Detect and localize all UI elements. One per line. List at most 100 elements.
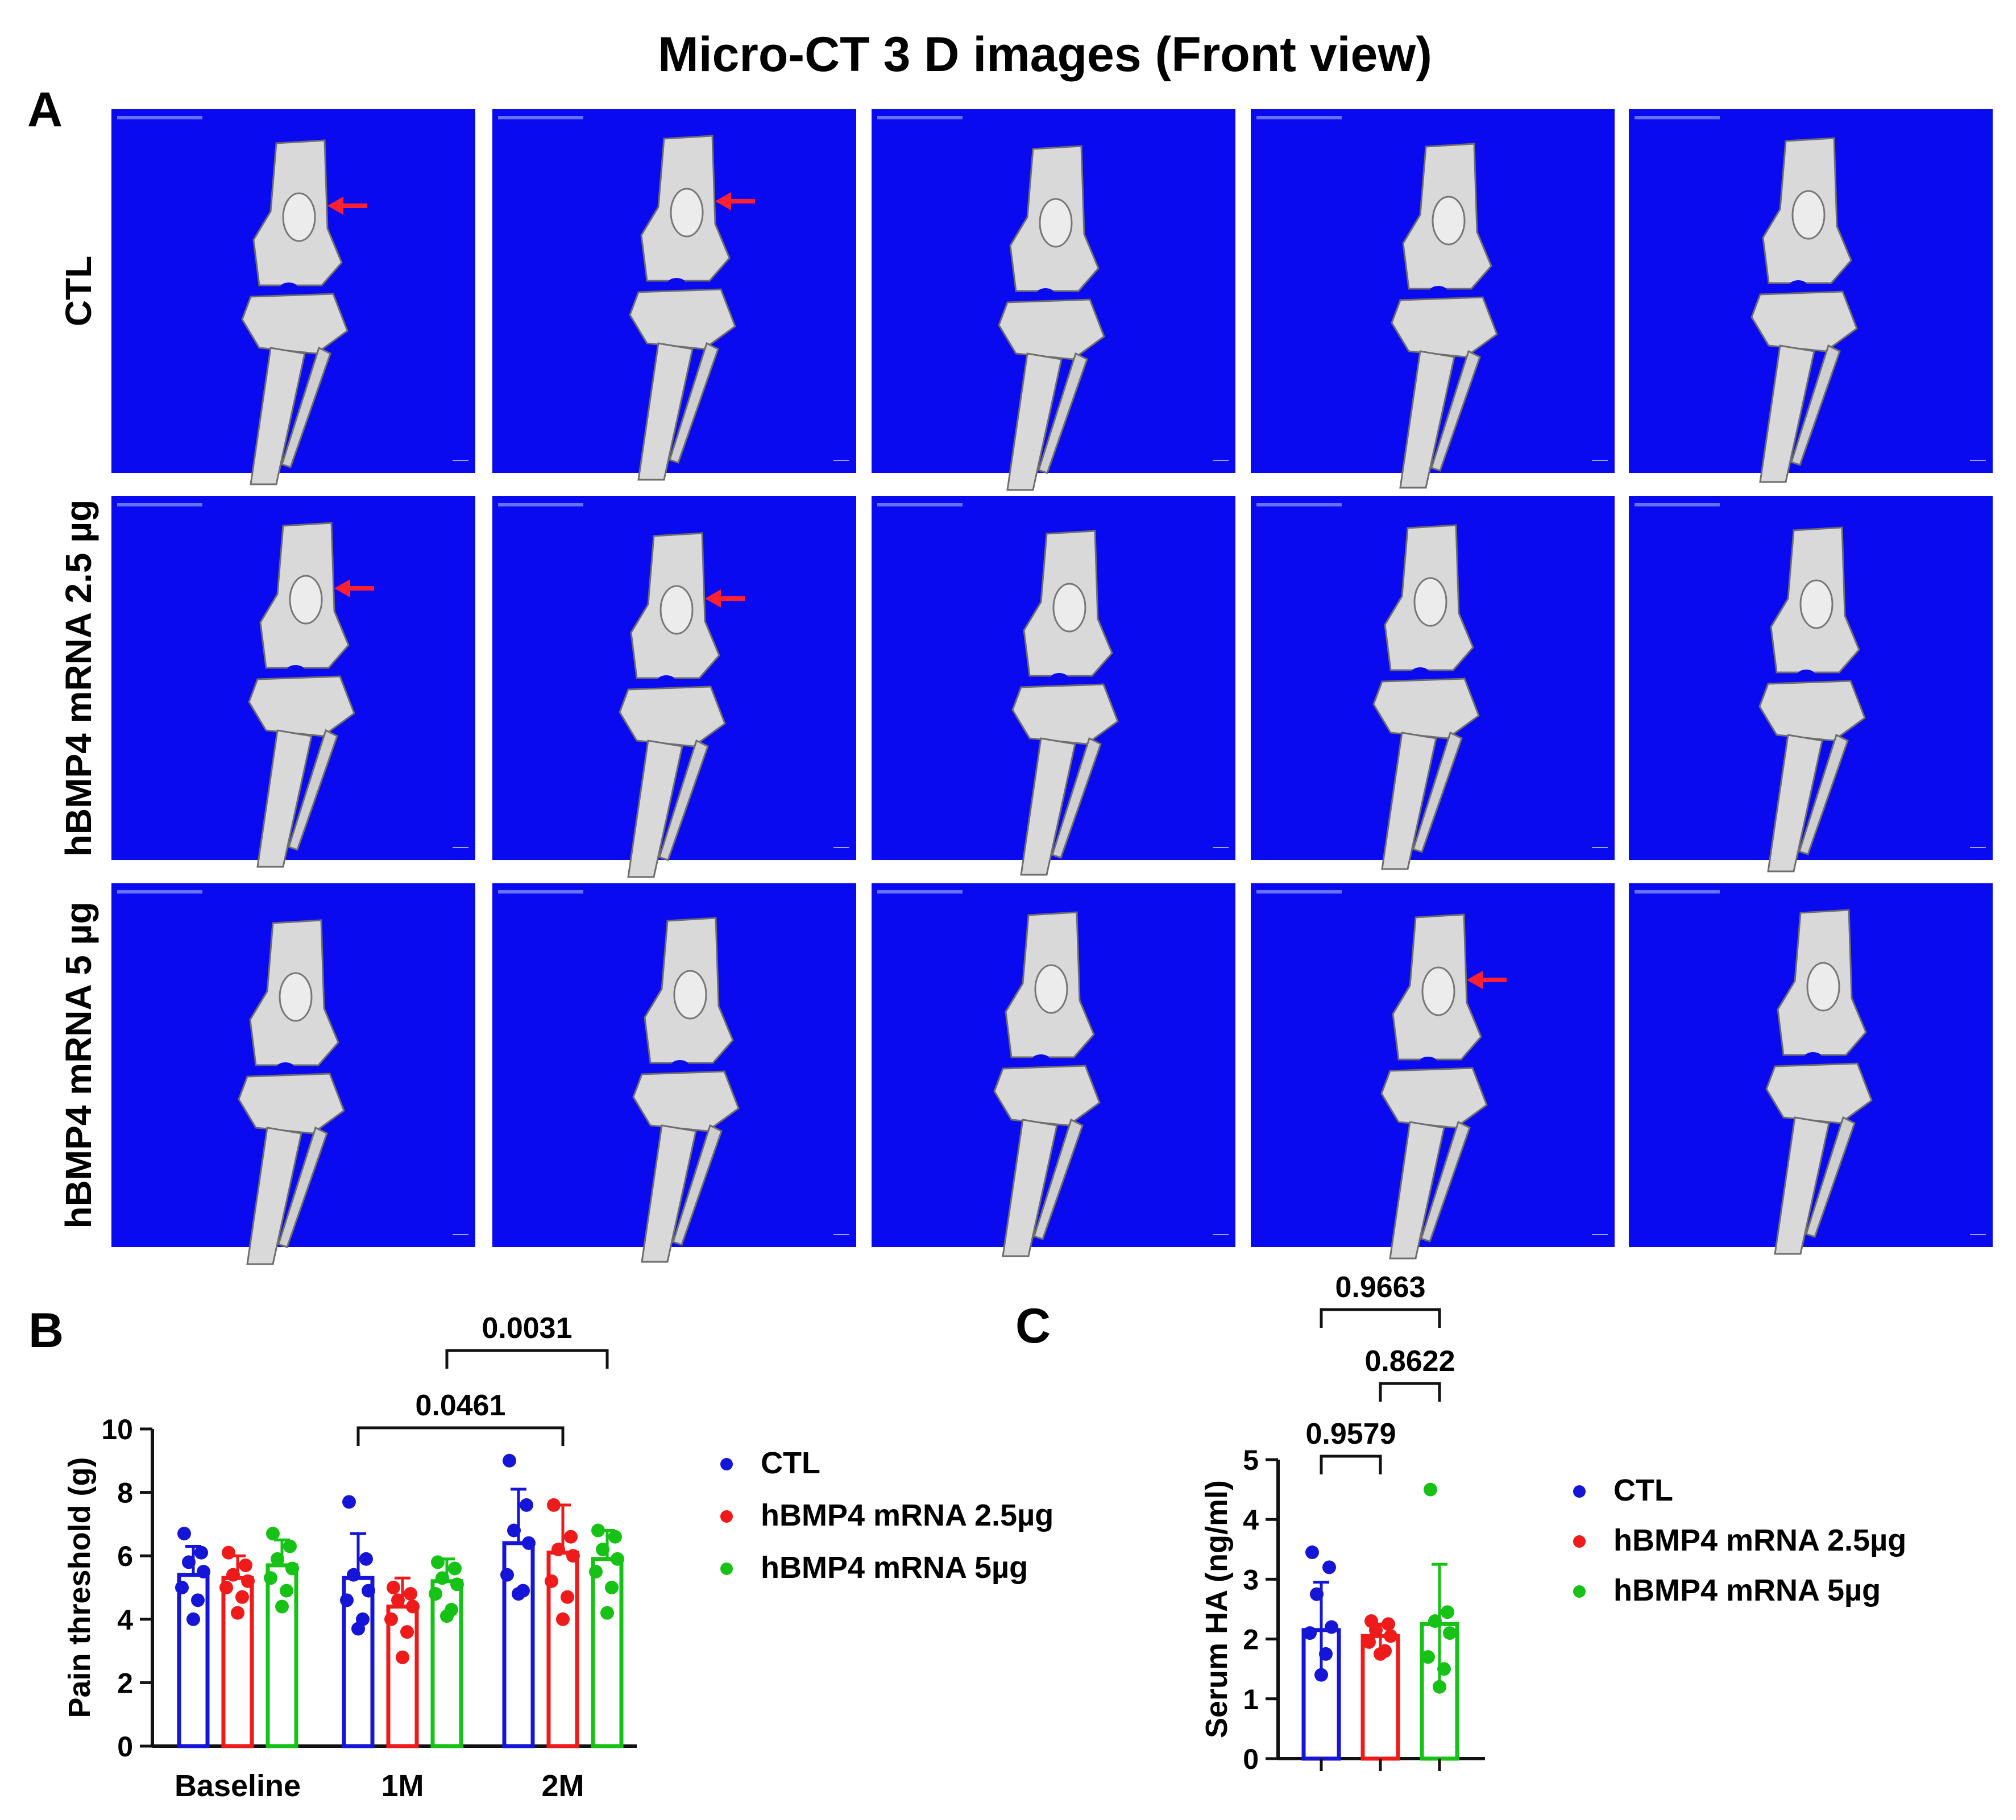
legend-label: CTL xyxy=(761,1446,820,1480)
tibia-shaft xyxy=(256,729,313,868)
data-point xyxy=(1424,1482,1437,1497)
knee-bone xyxy=(619,532,726,878)
data-point xyxy=(1314,1668,1328,1682)
data-point xyxy=(235,1590,249,1604)
data-point xyxy=(1437,1662,1451,1676)
p-value-label: 0.8622 xyxy=(1364,1345,1455,1378)
knee-bone xyxy=(1372,524,1480,870)
joint-space xyxy=(1419,1057,1437,1068)
data-point xyxy=(241,1574,255,1588)
arrow-head xyxy=(715,192,731,210)
fibula xyxy=(658,739,709,861)
data-point xyxy=(404,1587,417,1601)
y-tick-label: 5 xyxy=(1243,1444,1259,1476)
patella xyxy=(279,972,313,1022)
joint-space xyxy=(1050,673,1068,684)
red-arrow-marker xyxy=(705,589,745,608)
legend-marker xyxy=(720,1458,733,1470)
patella xyxy=(1413,577,1447,627)
data-point xyxy=(182,1555,196,1569)
data-point xyxy=(596,1543,609,1557)
microct-image xyxy=(1629,883,1993,1255)
fibula xyxy=(1430,350,1481,472)
legend-label: hBMP4 mRNA 2.5µg xyxy=(761,1498,1053,1532)
data-point xyxy=(522,1536,536,1550)
data-point xyxy=(175,1581,189,1594)
y-tick-label: 8 xyxy=(117,1477,133,1509)
microct-row-labels: CTL hBMP4 mRNA 2.5 µg hBMP4 mRNA 5 µg xyxy=(58,256,99,1229)
data-point xyxy=(271,1552,284,1566)
legend-item: hBMP4 mRNA 2.5µg xyxy=(1573,1523,1906,1557)
data-point xyxy=(600,1606,614,1620)
fibula xyxy=(669,342,719,464)
fibula xyxy=(1412,731,1463,853)
scan-caption-bar xyxy=(1635,503,1720,506)
data-point xyxy=(551,1543,565,1557)
patella xyxy=(670,188,704,238)
legend-marker xyxy=(1573,1485,1586,1498)
patella xyxy=(1421,966,1455,1016)
series xyxy=(175,1453,536,1748)
p-value-label: 0.9663 xyxy=(1335,1271,1425,1304)
data-point xyxy=(177,1527,191,1541)
tibia-shaft xyxy=(641,1124,697,1263)
scan-caption-bar xyxy=(1256,890,1342,894)
p-value-label: 0.9579 xyxy=(1305,1418,1396,1451)
pain-threshold-legend: CTL hBMP4 mRNA 2.5µg hBMP4 mRNA 5µg xyxy=(720,1446,1053,1585)
patella xyxy=(1052,583,1086,633)
data-point xyxy=(387,1581,400,1594)
legend-marker xyxy=(720,1510,733,1523)
red-arrow-marker xyxy=(1467,971,1507,989)
joint-space xyxy=(1032,1054,1050,1066)
data-point xyxy=(1382,1617,1395,1631)
tibia-shaft xyxy=(1381,732,1437,870)
joint-space xyxy=(1411,667,1429,679)
knee-bone xyxy=(993,911,1101,1257)
tibia-plateau xyxy=(1380,1067,1488,1129)
data-point xyxy=(591,1523,605,1538)
data-point xyxy=(448,1561,462,1576)
data-point xyxy=(1303,1626,1317,1640)
joint-space xyxy=(1797,670,1815,681)
y-tick-label: 3 xyxy=(1243,1564,1259,1595)
tibia-plateau xyxy=(632,1070,740,1132)
tibia-shaft xyxy=(1020,737,1076,876)
tibia-shaft xyxy=(1006,352,1063,491)
data-point xyxy=(186,1612,200,1626)
data-point xyxy=(285,1561,299,1576)
significance-bracket xyxy=(356,1426,565,1446)
legend-marker xyxy=(720,1563,733,1575)
tibia-plateau xyxy=(1372,678,1480,739)
data-point xyxy=(222,1545,235,1560)
row-label: hBMP4 mRNA 5 µg xyxy=(58,902,99,1229)
data-point xyxy=(556,1612,570,1626)
knee-bone xyxy=(629,135,736,481)
legend-item: CTL xyxy=(1573,1473,1673,1507)
tibia-shaft xyxy=(1759,344,1815,483)
knee-bone xyxy=(1758,526,1866,872)
data-point xyxy=(194,1545,208,1560)
arrow-head xyxy=(334,579,350,597)
fibula xyxy=(288,729,338,851)
y-axis-label: Serum HA (ng/ml) xyxy=(1200,1480,1234,1738)
data-point xyxy=(275,1599,289,1614)
data-point xyxy=(520,1498,533,1512)
y-tick-label: 6 xyxy=(117,1540,133,1572)
knee-bone xyxy=(1391,143,1498,489)
legend-label: hBMP4 mRNA 5µg xyxy=(761,1551,1028,1585)
fibula xyxy=(1798,733,1849,855)
panel-label-a: A xyxy=(27,82,63,137)
joint-space xyxy=(1036,288,1055,300)
tibia-plateau xyxy=(998,298,1105,360)
tibia-shaft xyxy=(1767,734,1823,872)
data-point xyxy=(435,1571,449,1585)
fibula xyxy=(1790,344,1841,466)
data-point xyxy=(283,1539,297,1553)
scan-caption-bar xyxy=(1256,116,1342,119)
significance-bracket xyxy=(1379,1382,1441,1402)
joint-space xyxy=(276,1062,294,1074)
data-point xyxy=(1443,1626,1457,1640)
significance-bracket xyxy=(1320,1308,1441,1328)
microct-image xyxy=(1251,496,1615,870)
